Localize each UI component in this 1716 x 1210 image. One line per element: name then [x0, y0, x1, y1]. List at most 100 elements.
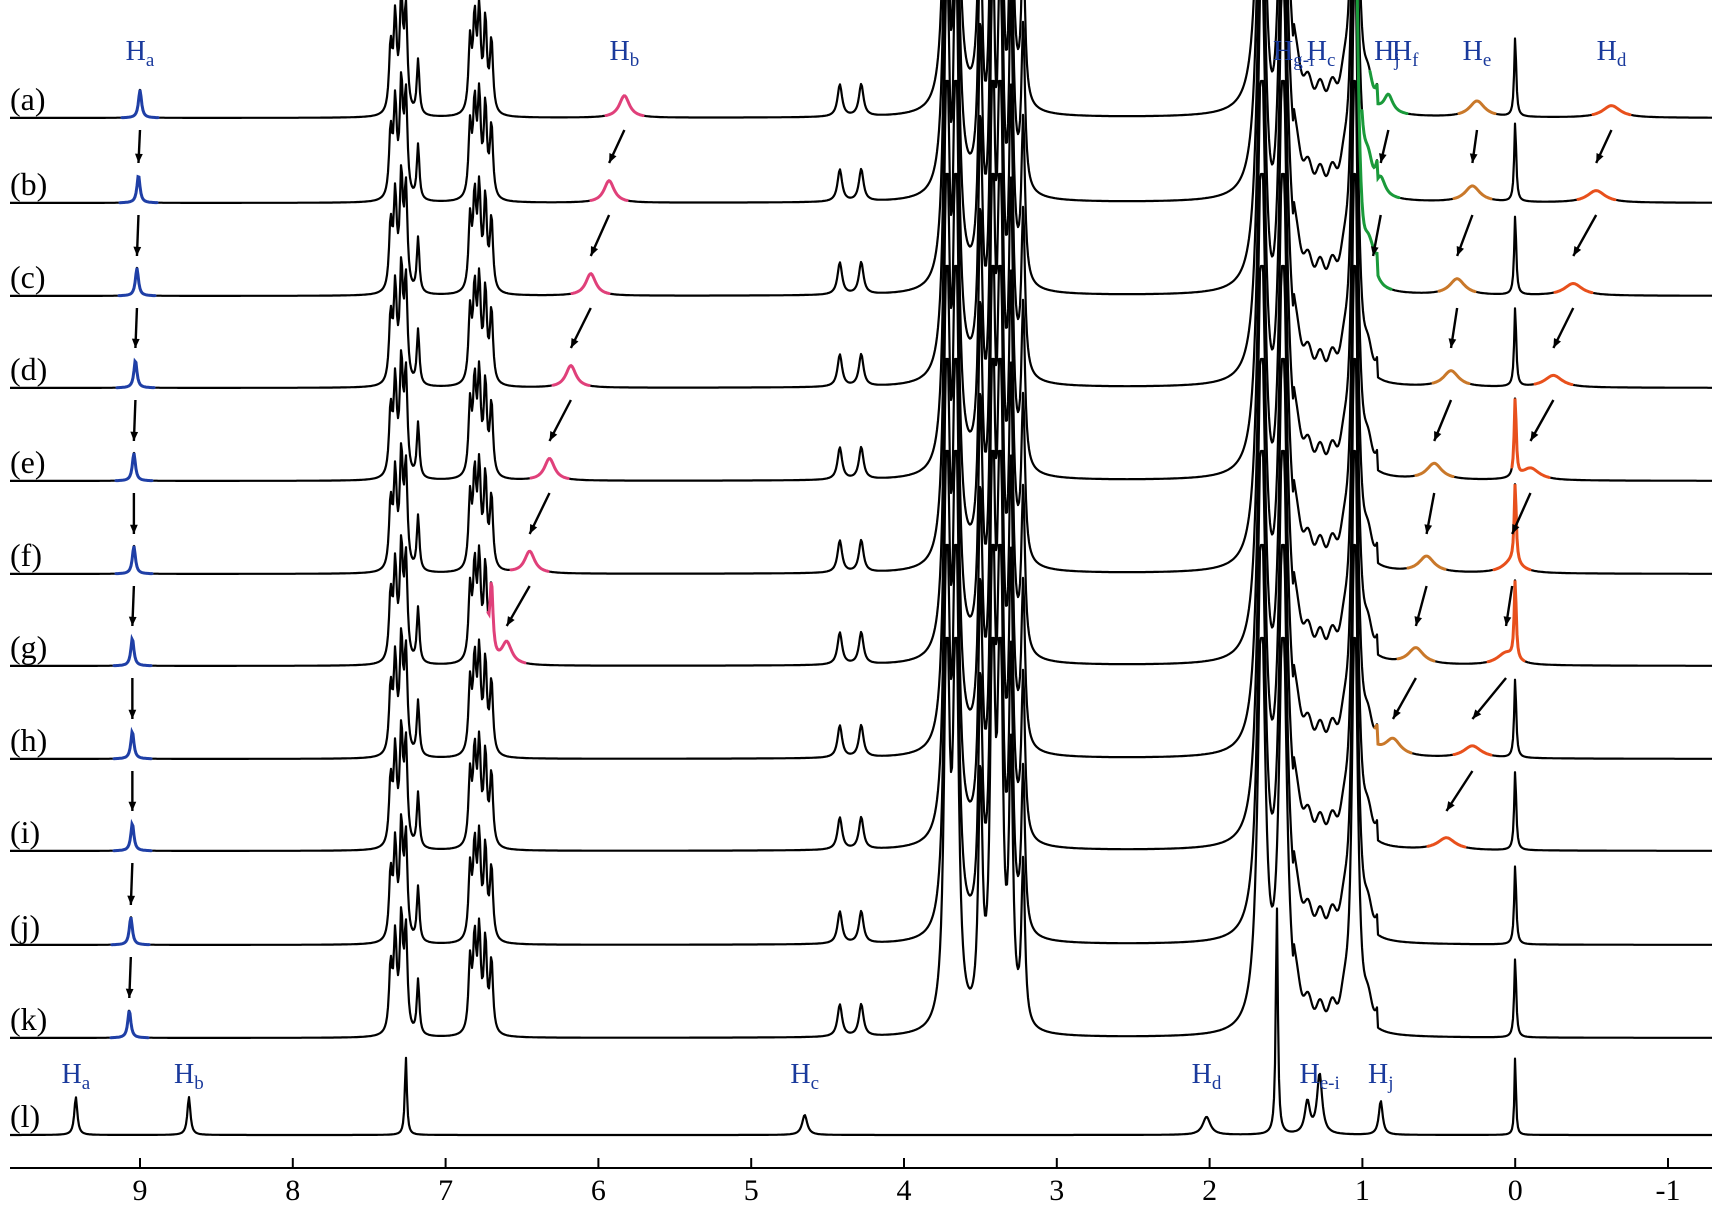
row-label: (g) [10, 629, 47, 665]
arrow-head [1512, 524, 1520, 534]
peak-highlight-Hd [1553, 281, 1594, 295]
spectrum-trace-4 [9, 79, 1713, 482]
x-tick-label: 9 [133, 1174, 148, 1207]
peak-highlight-He [1396, 646, 1436, 663]
spectrum-trace-2 [9, 0, 1713, 297]
row-label: (i) [10, 814, 40, 850]
peak-label: Hb [174, 1059, 204, 1094]
x-tick-label: 3 [1049, 1174, 1064, 1207]
arrow-head [1446, 801, 1455, 811]
x-tick-label: 5 [744, 1174, 759, 1207]
peak-highlight-Ha [115, 357, 156, 390]
spectrum-trace-1 [9, 0, 1713, 204]
peak-highlight-Hd [1452, 744, 1493, 757]
row-label: (a) [10, 81, 46, 117]
row-label: (j) [10, 908, 40, 944]
arrow-head [125, 988, 134, 998]
peak-highlight-Hd [1591, 104, 1632, 117]
peak-highlight-Hd [1492, 484, 1532, 572]
arrow-head [128, 801, 137, 811]
peak-highlight-Hf [1368, 69, 1409, 115]
arrow-head [529, 524, 538, 534]
x-tick-label: 7 [438, 1174, 453, 1207]
peak-highlight-Hb [589, 178, 629, 202]
spectrum-trace-7 [9, 357, 1713, 760]
arrow-head [1472, 709, 1482, 719]
arrow-head [1469, 153, 1478, 163]
peak-highlight-Hb [604, 94, 645, 118]
x-tick-label: 1 [1355, 1174, 1370, 1207]
row-label: (d) [10, 351, 47, 387]
x-tick-label: 0 [1508, 1174, 1523, 1207]
peak-highlight-Hd [1510, 398, 1551, 479]
peak-highlight-Ha [114, 545, 154, 576]
arrow-head [570, 338, 579, 348]
arrow-head [131, 338, 140, 348]
spectrum-trace-9 [9, 543, 1713, 946]
arrow-head [549, 431, 558, 441]
peak-highlights [109, 0, 1632, 1040]
arrow-head [590, 246, 599, 256]
arrow-head [1553, 338, 1561, 348]
peak-highlight-He [1373, 723, 1413, 755]
row-labels: (a) (b) (c) (d) (e) (f) (g) (h) (i) (j) (k) (l) [10, 81, 47, 1134]
arrow-head [1392, 709, 1401, 719]
arrow-head [1379, 153, 1387, 163]
peak-highlight-Hd [1426, 836, 1467, 849]
peak-highlight-Hb [551, 363, 591, 387]
peak-label: Ha [126, 36, 155, 71]
peak-highlight-Hb [509, 549, 550, 573]
peak-highlight-He [1437, 277, 1477, 294]
spectrum-trace-3 [9, 0, 1713, 389]
spectrum-trace-10 [9, 636, 1713, 1039]
peak-highlight-Ha [112, 818, 153, 853]
peak-highlight-Ha [118, 174, 159, 205]
row-label: (c) [10, 259, 46, 295]
arrow-head [128, 616, 137, 626]
peak-highlight-He [1406, 554, 1447, 571]
peak-highlight-Hf [1360, 109, 1401, 200]
spectrum-trace-8 [9, 449, 1713, 852]
peak-label: He [1463, 36, 1492, 71]
peak-highlight-Ha [112, 633, 153, 668]
arrow-head [1434, 431, 1442, 441]
row-label: (b) [10, 166, 47, 202]
peak-label: Hc [1307, 36, 1336, 71]
arrow-head [1370, 246, 1379, 256]
row-label: (f) [10, 537, 42, 573]
peak-highlight-Ha [112, 726, 153, 761]
spectra-traces [9, 0, 1713, 1137]
peak-highlight-He [1414, 461, 1455, 478]
arrow-head [133, 246, 142, 256]
arrow-head [129, 524, 138, 534]
peak-highlight-Ha [117, 267, 157, 298]
peak-highlight-Ha [114, 452, 154, 483]
arrow-head [506, 616, 515, 626]
x-tick-label: 2 [1202, 1174, 1217, 1207]
arrow-head [1503, 616, 1512, 626]
peak-highlight-Hb [486, 581, 527, 665]
peak-label: Ha [61, 1059, 90, 1094]
peak-label: Hc [790, 1059, 819, 1094]
peak-highlight-Hd [1533, 373, 1574, 386]
peak-highlight-Hb [529, 457, 570, 480]
peak-label: He-i [1299, 1059, 1339, 1094]
x-tick-label: 6 [591, 1174, 606, 1207]
arrow-head [135, 153, 143, 163]
arrow-head [130, 431, 139, 441]
row-label: (e) [10, 444, 46, 480]
peak-label: Hd [1597, 36, 1627, 71]
peak-highlight-Hb [570, 272, 611, 295]
arrow-head [609, 153, 617, 163]
shift-arrows [125, 129, 1613, 999]
row-label: (l) [10, 1098, 40, 1134]
peak-highlight-Ha [120, 89, 160, 120]
peak-highlight-Hd [1486, 580, 1526, 664]
peak-highlight-Ha [109, 1010, 150, 1040]
arrow-head [1424, 524, 1433, 534]
x-tick-label: 4 [897, 1174, 912, 1207]
spectrum-trace-0 [9, 0, 1713, 119]
row-label: (h) [10, 722, 47, 758]
peak-highlight-He [1431, 369, 1471, 385]
x-axis: 9 8 7 6 5 4 3 2 1 0 -1 [10, 1158, 1712, 1207]
